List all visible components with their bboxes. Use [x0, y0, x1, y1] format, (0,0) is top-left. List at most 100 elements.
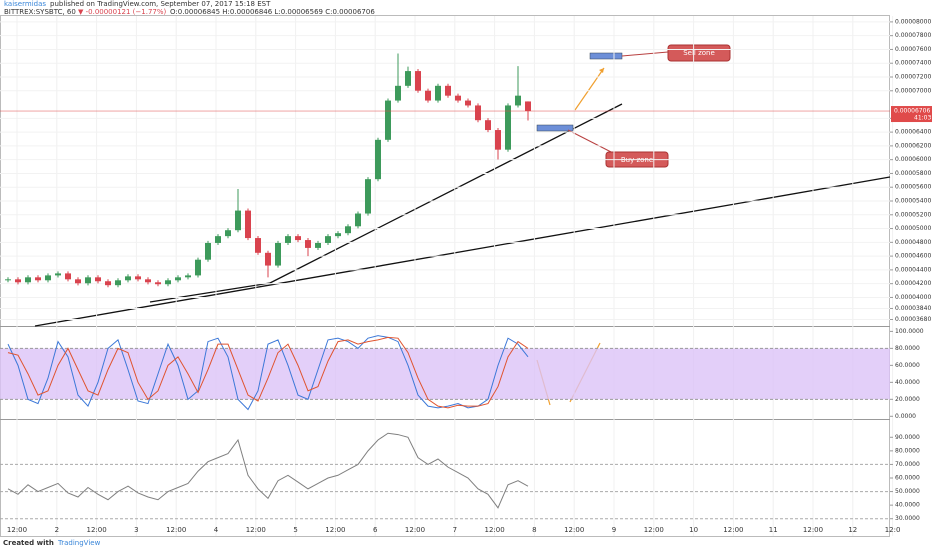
indicator-line — [7, 335, 529, 411]
x-tick-label: 7 — [453, 526, 457, 534]
indicator-line — [7, 432, 529, 509]
price-marker — [891, 106, 932, 123]
candle-body — [245, 210, 251, 239]
candle-body — [505, 105, 511, 150]
x-tick-label: 6 — [373, 526, 378, 534]
x-tick-label: 8 — [532, 526, 536, 534]
callout-connector — [567, 129, 616, 155]
x-tick-label: 12:00 — [246, 526, 266, 534]
y-tick-label: 0.00004600 — [895, 253, 931, 260]
y-tick-label: 40.0000 — [895, 379, 920, 386]
x-tick-label: 12:00 — [166, 526, 186, 534]
y-tick-label: 0.00005000 — [895, 225, 931, 232]
x-tick-label: 12:00 — [803, 526, 823, 534]
x-tick-label: 11 — [769, 526, 778, 534]
candle-body — [215, 236, 221, 243]
candle-body — [55, 273, 61, 276]
candle-body — [45, 275, 51, 281]
candle-body — [255, 238, 261, 253]
x-tick-label: 3 — [134, 526, 138, 534]
x-tick-label: 5 — [293, 526, 297, 534]
candle-body — [15, 279, 21, 283]
y-tick-label: 0.00004400 — [895, 266, 931, 273]
x-tick-label: 12:00 — [87, 526, 107, 534]
y-tick-label: 0.00007000 — [895, 87, 931, 94]
candle-body — [285, 236, 291, 243]
indicator-line — [7, 336, 529, 409]
x-tick-label: 12:00 — [7, 526, 27, 534]
trend-line — [269, 103, 623, 284]
candle-body — [475, 105, 481, 121]
y-tick-label: 50.0000 — [895, 488, 920, 495]
y-tick-label: 0.00006000 — [895, 156, 931, 163]
y-tick-label: 60.0000 — [895, 362, 920, 369]
candle-body — [485, 120, 491, 131]
candle-body — [5, 279, 11, 281]
buy-zone-box — [536, 124, 574, 132]
y-tick-label: 0.00006400 — [895, 129, 931, 136]
candle-body — [315, 242, 321, 248]
x-tick-label: 10 — [689, 526, 698, 534]
candle-body — [445, 85, 451, 96]
candle-body — [115, 280, 121, 286]
candle-body — [455, 95, 461, 101]
candle-body — [235, 210, 241, 231]
y-tick-label: 0.00005200 — [895, 211, 931, 218]
candle-body — [375, 139, 381, 180]
y-tick-label: 0.00005600 — [895, 184, 931, 191]
x-tick-label: 12:00 — [325, 526, 345, 534]
y-tick-label: 0.0000 — [895, 413, 916, 420]
y-tick-label: 30.0000 — [895, 515, 920, 522]
x-tick-label: 9 — [612, 526, 616, 534]
x-tick-label: 12:00 — [485, 526, 505, 534]
trend-line — [149, 282, 271, 303]
arrow-head — [599, 68, 604, 73]
x-tick-label: 12:00 — [723, 526, 743, 534]
candle-body — [435, 85, 441, 101]
y-tick-label: 0.00007600 — [895, 46, 931, 53]
candle-body — [495, 130, 501, 150]
price-marker-label: 0.00006706 — [894, 108, 930, 115]
y-tick-label: 0.00004800 — [895, 239, 931, 246]
candle-body — [85, 277, 91, 284]
y-tick-label: 0.00006200 — [895, 142, 931, 149]
candle-body — [135, 276, 141, 280]
candle-body — [415, 71, 421, 91]
y-tick-label: 0.00007800 — [895, 32, 931, 39]
y-tick-label: 80.0000 — [895, 345, 920, 352]
callout-connector — [621, 51, 669, 57]
y-tick-label: 0.00004200 — [895, 280, 931, 287]
candle-body — [305, 240, 311, 248]
candle-body — [345, 226, 351, 234]
y-tick-label: 0.00005400 — [895, 198, 931, 205]
candle-body — [145, 279, 151, 283]
sell-zone-box — [589, 52, 623, 60]
y-tick-label: 0.00008000 — [895, 18, 931, 25]
candle-body — [195, 259, 201, 276]
candle-body — [175, 277, 181, 281]
x-tick-label: 12:0 — [885, 526, 901, 534]
candle-body — [165, 280, 171, 285]
y-tick-label: 0.00005800 — [895, 170, 931, 177]
created-with: Created with — [3, 539, 54, 547]
y-tick-label: 90.0000 — [895, 434, 920, 441]
y-tick-label: 0.00007200 — [895, 74, 931, 81]
brand[interactable]: TradingView — [57, 539, 101, 547]
y-tick-label: 40.0000 — [895, 502, 920, 509]
candle-body — [365, 179, 371, 214]
x-tick-label: 12:00 — [644, 526, 664, 534]
candle-body — [35, 277, 41, 281]
y-tick-label: 0.00003680 — [895, 316, 931, 323]
x-tick-label: 12 — [848, 526, 857, 534]
candle-body — [465, 100, 471, 106]
candle-body — [95, 277, 101, 282]
author[interactable]: kaisermidas — [4, 0, 46, 8]
x-tick-label: 2 — [55, 526, 59, 534]
candle-body — [515, 95, 521, 106]
candle-body — [75, 279, 81, 284]
stoch-band — [0, 348, 890, 400]
candle-body — [525, 101, 531, 112]
candle-body — [125, 276, 131, 281]
